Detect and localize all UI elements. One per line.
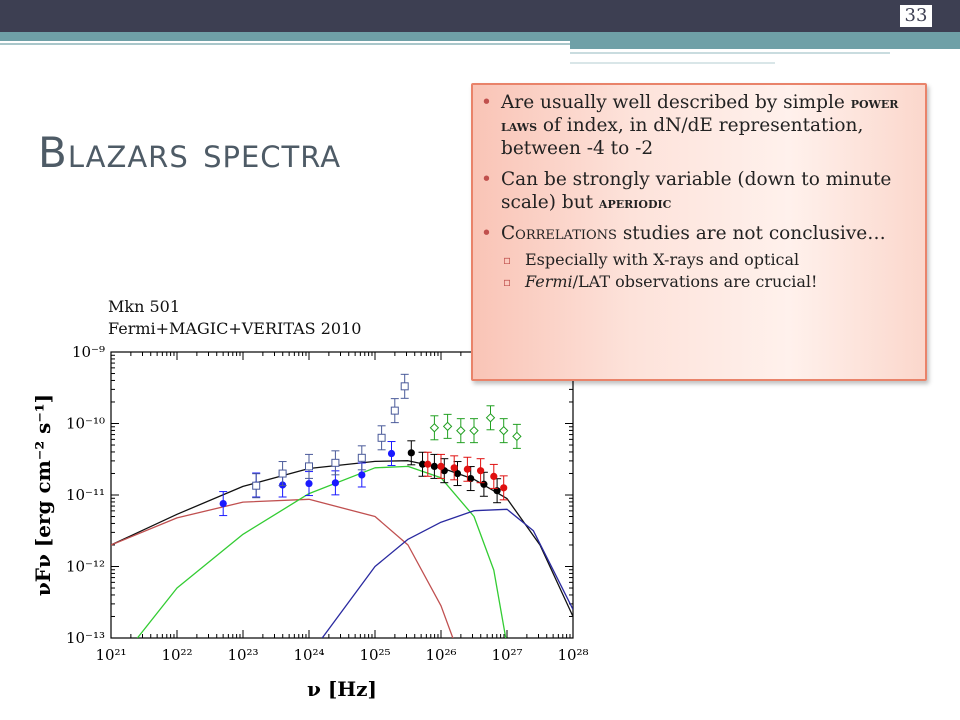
data-point-1 [400,382,409,391]
slide-number: 33 [900,5,932,27]
bullet-icon: • [481,169,492,190]
model-curve-0 [111,460,573,617]
emph-aperiodic: aperiodic [598,193,672,212]
sed-chart: 10²¹ 10²² 10²³ 10²⁴ 10²⁵ 10²⁶ 10²⁷ 10²⁸ 10⁻⁹ 10⁻¹… [31,343,589,701]
plot-caption: Mkn 501 Fermi+MAGIC+VERITAS 2010 [108,296,361,340]
bullet-icon: • [481,92,492,113]
x-tick-label: 10²⁵ [359,646,390,664]
accent-line [570,52,890,54]
data-point-2 [418,460,427,468]
bullet-power-laws: • Are usually well described by simple p… [481,92,899,159]
data-point-4 [442,421,453,432]
data-point-1 [278,469,287,478]
sub-bullet-fermi: ▫ Fermi/LAT observations are crucial! [503,272,818,291]
data-point-4 [498,425,509,436]
square-bullet-icon: ▫ [503,253,512,267]
bullet-correlations: • Correlations studies are not conclusiv… [481,223,886,244]
data-point-0 [331,479,339,487]
data-point-4 [469,425,479,436]
data-point-3 [437,462,445,470]
curve-group [111,460,573,638]
x-tick-label: 10²² [161,646,192,664]
top-bar [0,0,960,32]
x-tick-label: 10²⁴ [293,646,324,664]
data-point-2 [430,462,438,470]
data-point-1 [357,453,366,462]
data-point-3 [500,484,508,492]
teal-band-right [570,41,960,49]
bullet-icon: • [481,223,492,244]
data-point-3 [490,472,498,481]
model-curve-3 [321,508,573,638]
x-tick-label: 10²⁸ [557,646,588,664]
data-point-2 [480,480,488,488]
data-point-3 [463,465,471,473]
data-point-0 [219,499,227,508]
data-point-4 [429,423,440,433]
data-point-3 [450,464,458,472]
slide-title: Blazars spectra [38,128,342,177]
data-point-4 [512,431,522,442]
plot-frame [110,351,574,639]
accent-line [0,43,570,45]
y-axis-label: νFν [erg cm⁻² s⁻¹] [31,394,55,596]
teal-band [0,32,960,41]
accent-line [570,62,775,64]
data-point-2 [467,474,475,483]
data-point-4 [456,425,466,436]
y-tick-label: 10⁻⁹ [72,343,105,361]
data-point-1 [390,406,399,415]
x-axis-label: ν [Hz] [307,677,377,701]
x-tick-label: 10²⁷ [491,646,522,664]
data-point-0 [358,471,366,479]
data-point-0 [305,479,313,488]
model-curve-2 [136,465,507,638]
data-point-0 [387,449,396,458]
emph-correlations: Correlations [501,223,617,244]
callout-box: • Are usually well described by simple p… [471,83,927,381]
y-tick-label: 10⁻¹⁰ [66,415,105,433]
y-tick-label: 10⁻¹¹ [66,486,105,504]
data-point-1 [305,462,313,471]
square-bullet-icon: ▫ [503,275,512,289]
y-tick-label: 10⁻¹² [66,558,105,576]
bullet-list: • Are usually well described by simple p… [481,91,913,293]
sub-bullet-xrays: ▫ Especially with X-rays and optical [503,250,800,269]
emph-power-laws: power laws [501,93,899,135]
x-tick-label: 10²¹ [95,646,126,664]
data-point-3 [424,460,432,468]
data-point-2 [453,469,462,478]
data-point-4 [485,413,496,423]
x-tick-label: 10²⁶ [425,646,456,664]
data-point-2 [407,449,415,457]
data-point-3 [477,467,485,475]
x-tick-label: 10²³ [227,646,258,664]
y-tick-label: 10⁻¹³ [66,629,105,647]
data-point-1 [377,433,386,442]
bullet-variability: • Can be strongly variable (down to minu… [481,169,892,213]
caption-reference: Fermi+MAGIC+VERITAS 2010 [108,319,362,338]
data-point-1 [331,458,340,467]
data-point-1 [252,481,261,490]
caption-source: Mkn 501 [108,297,181,316]
model-curve-1 [111,498,454,638]
